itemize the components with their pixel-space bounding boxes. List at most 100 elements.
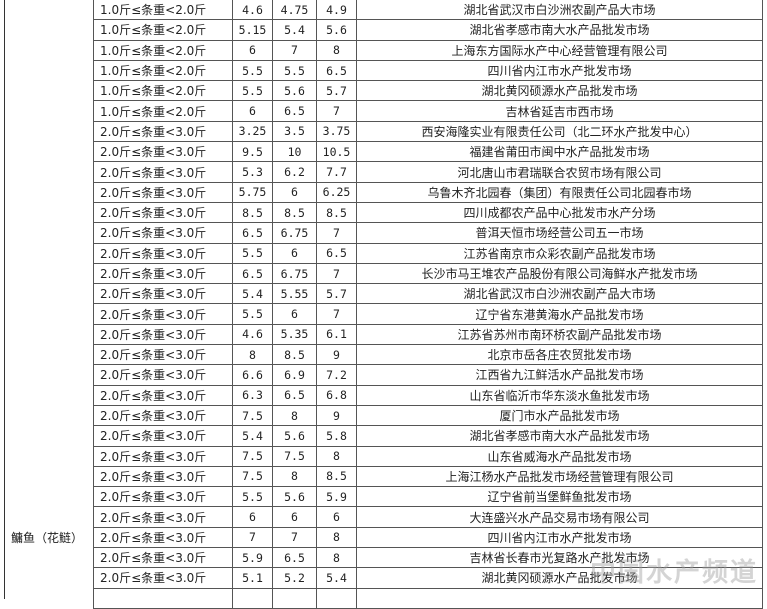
table-row: 2.0斤≤条重<3.0斤 8 8.5 9 北京市岳各庄农贸批发市场 xyxy=(93,344,763,366)
avg-price-cell: 6 xyxy=(272,303,317,325)
table-row: 2.0斤≤条重<3.0斤 6.5 6.75 7 普洱天恒市场经营公司五一市场 xyxy=(93,222,763,244)
table-row: 2.0斤≤条重<3.0斤 6.6 6.9 7.2 江西省九江鲜活水产品批发市场 xyxy=(93,364,763,386)
low-price-cell: 5.4 xyxy=(232,425,273,447)
avg-price-cell: 8.5 xyxy=(272,201,317,224)
market-cell xyxy=(356,587,763,609)
spec-cell: 2.0斤≤条重<3.0斤 xyxy=(93,222,233,244)
market-cell: 湖北省武汉市白沙洲农副产品大市场 xyxy=(356,283,763,305)
avg-price-cell: 5.5 xyxy=(272,59,317,82)
low-price-cell: 5.75 xyxy=(232,181,273,203)
low-price-cell: 4.6 xyxy=(232,323,273,346)
market-cell: 北京市岳各庄农贸批发市场 xyxy=(356,344,763,366)
market-cell: 大连盛兴水产品交易市场有限公司 xyxy=(356,506,763,528)
spec-cell: 2.0斤≤条重<3.0斤 xyxy=(93,506,233,528)
table-row: 2.0斤≤条重<3.0斤 5.4 5.6 5.8 湖北省孝感市南大水产品批发市场 xyxy=(93,425,763,447)
high-price-cell: 8.5 xyxy=(316,465,357,488)
table-row: 1.0斤≤条重<2.0斤 5.5 5.6 5.7 湖北黄冈硕源水产品批发市场 xyxy=(93,80,763,102)
table-row: 2.0斤≤条重<3.0斤 5.5 6 7 辽宁省东港黄海水产品批发市场 xyxy=(93,303,763,325)
low-price-cell: 5.15 xyxy=(232,19,273,41)
spec-cell: 2.0斤≤条重<3.0斤 xyxy=(93,201,233,224)
spec-cell: 2.0斤≤条重<3.0斤 xyxy=(93,303,233,325)
market-cell: 四川成都农产品中心批发市水产分场 xyxy=(356,201,763,224)
high-price-cell: 6 xyxy=(316,506,357,528)
low-price-cell: 5.3 xyxy=(232,161,273,183)
low-price-cell: 6.5 xyxy=(232,222,273,244)
market-cell: 上海江杨水产品批发市场经营管理有限公司 xyxy=(356,465,763,488)
avg-price-cell: 7 xyxy=(272,39,317,61)
low-price-cell: 5.9 xyxy=(232,547,273,569)
market-cell: 江西省九江鲜活水产品批发市场 xyxy=(356,364,763,386)
high-price-cell: 5.4 xyxy=(316,567,357,589)
avg-price-cell: 5.6 xyxy=(272,425,317,447)
table-row: 2.0斤≤条重<3.0斤 6.5 6.75 7 长沙市马王堆农产品股份有限公司海鲜水产批… xyxy=(93,262,763,285)
low-price-cell: 5.4 xyxy=(232,283,273,305)
spec-cell: 1.0斤≤条重<2.0斤 xyxy=(93,59,233,82)
market-cell: 普洱天恒市场经营公司五一市场 xyxy=(356,222,763,244)
market-cell: 上海东方国际水产中心经营管理有限公司 xyxy=(356,39,763,61)
high-price-cell: 6.1 xyxy=(316,323,357,346)
spec-cell: 2.0斤≤条重<3.0斤 xyxy=(93,262,233,285)
avg-price-cell: 5.4 xyxy=(272,19,317,41)
high-price-cell: 8 xyxy=(316,526,357,549)
avg-price-cell: 4.75 xyxy=(272,0,317,21)
avg-price-cell: 8 xyxy=(272,404,317,427)
market-cell: 四川省内江市水产批发市场 xyxy=(356,526,763,549)
avg-price-cell: 6 xyxy=(272,506,317,528)
high-price-cell: 6.5 xyxy=(316,59,357,82)
low-price-cell: 6 xyxy=(232,39,273,61)
high-price-cell: 5.7 xyxy=(316,283,357,305)
table-row: 2.0斤≤条重<3.0斤 4.6 5.35 6.1 江苏省苏州市南环桥农副产品批发市场 xyxy=(93,323,763,346)
table-row: 2.0斤≤条重<3.0斤 7.5 8 8.5 上海江杨水产品批发市场经营管理有限公司 xyxy=(93,465,763,488)
spec-cell: 1.0斤≤条重<2.0斤 xyxy=(93,100,233,122)
spec-cell: 2.0斤≤条重<3.0斤 xyxy=(93,242,233,264)
avg-price-cell: 10 xyxy=(272,141,317,163)
high-price-cell: 9 xyxy=(316,404,357,427)
low-price-cell: 9.5 xyxy=(232,141,273,163)
high-price-cell: 8 xyxy=(316,547,357,569)
category-label: 鳙鱼（花鲢） xyxy=(11,531,84,545)
avg-price-cell: 5.6 xyxy=(272,80,317,102)
table-row: 1.0斤≤条重<2.0斤 4.6 4.75 4.9 湖北省武汉市白沙洲农副产品大市场 xyxy=(93,0,763,21)
avg-price-cell: 8 xyxy=(272,465,317,488)
high-price-cell xyxy=(316,587,357,609)
low-price-cell: 5.5 xyxy=(232,303,273,325)
spec-cell: 1.0斤≤条重<2.0斤 xyxy=(93,19,233,41)
spec-cell: 2.0斤≤条重<3.0斤 xyxy=(93,547,233,569)
market-cell: 福建省莆田市闽中水产品批发市场 xyxy=(356,141,763,163)
high-price-cell: 7 xyxy=(316,303,357,325)
low-price-cell: 4.6 xyxy=(232,0,273,21)
spec-cell: 2.0斤≤条重<3.0斤 xyxy=(93,526,233,549)
low-price-cell: 5.5 xyxy=(232,59,273,82)
avg-price-cell: 6.5 xyxy=(272,100,317,122)
high-price-cell: 7 xyxy=(316,262,357,285)
high-price-cell: 5.9 xyxy=(316,486,357,508)
spec-cell: 2.0斤≤条重<3.0斤 xyxy=(93,465,233,488)
spec-cell: 2.0斤≤条重<3.0斤 xyxy=(93,344,233,366)
avg-price-cell: 6.5 xyxy=(272,547,317,569)
high-price-cell: 7 xyxy=(316,100,357,122)
table-row: 2.0斤≤条重<3.0斤 5.4 5.55 5.7 湖北省武汉市白沙洲农副产品大市场 xyxy=(93,283,763,305)
high-price-cell: 8 xyxy=(316,445,357,467)
low-price-cell: 6.6 xyxy=(232,364,273,386)
spec-cell: 1.0斤≤条重<2.0斤 xyxy=(93,0,233,21)
high-price-cell: 3.75 xyxy=(316,120,357,143)
low-price-cell: 5.5 xyxy=(232,80,273,102)
category-cell: 鳙鱼（花鲢） xyxy=(4,0,94,599)
spec-cell: 2.0斤≤条重<3.0斤 xyxy=(93,364,233,386)
high-price-cell: 6.5 xyxy=(316,242,357,264)
low-price-cell: 7.5 xyxy=(232,445,273,467)
high-price-cell: 6.25 xyxy=(316,181,357,203)
market-cell: 江苏省南京市众彩农副产品批发市场 xyxy=(356,242,763,264)
market-cell: 吉林省延吉市西市场 xyxy=(356,100,763,122)
high-price-cell: 7.7 xyxy=(316,161,357,183)
high-price-cell: 5.6 xyxy=(316,19,357,41)
table-row: 2.0斤≤条重<3.0斤 5.75 6 6.25 乌鲁木齐北园春（集团）有限责任公司北园… xyxy=(93,181,763,203)
table-row: 2.0斤≤条重<3.0斤 7.5 7.5 8 山东省威海水产品批发市场 xyxy=(93,445,763,467)
market-cell: 山东省威海水产品批发市场 xyxy=(356,445,763,467)
table-row: 2.0斤≤条重<3.0斤 9.5 10 10.5 福建省莆田市闽中水产品批发市场 xyxy=(93,141,763,163)
market-cell: 江苏省苏州市南环桥农副产品批发市场 xyxy=(356,323,763,346)
spec-cell: 2.0斤≤条重<3.0斤 xyxy=(93,120,233,143)
market-cell: 湖北省孝感市南大水产品批发市场 xyxy=(356,19,763,41)
table-row: 2.0斤≤条重<3.0斤 5.3 6.2 7.7 河北唐山市君瑞联合农贸市场有限公司 xyxy=(93,161,763,183)
high-price-cell: 5.8 xyxy=(316,425,357,447)
